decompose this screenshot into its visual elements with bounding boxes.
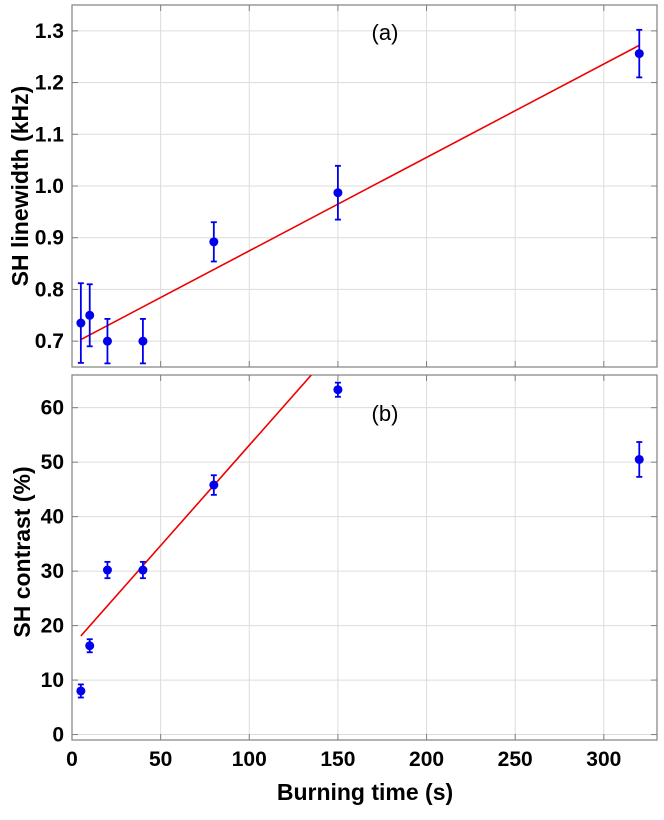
data-point-a xyxy=(85,310,95,320)
y-axis-title-a: SH linewidth (kHz) xyxy=(7,86,33,287)
y-tick-label-b: 0 xyxy=(52,724,64,747)
panel-label-a: (a) xyxy=(372,20,399,45)
data-point-a xyxy=(634,49,644,59)
x-tick-label: 300 xyxy=(586,748,621,771)
data-point-a xyxy=(76,318,86,328)
y-tick-label-a: 1.1 xyxy=(35,123,65,146)
data-point-a xyxy=(138,336,148,346)
y-axis-title-b: SH contrast (%) xyxy=(9,466,35,637)
x-tick-label: 50 xyxy=(149,748,172,771)
data-point-a xyxy=(333,188,343,198)
y-tick-label-b: 50 xyxy=(41,451,64,474)
y-tick-label-a: 0.9 xyxy=(35,227,64,250)
x-tick-label: 100 xyxy=(232,748,267,771)
y-tick-label-b: 10 xyxy=(41,669,64,692)
data-point-a xyxy=(209,237,219,247)
data-point-a xyxy=(102,336,112,346)
y-tick-label-a: 0.7 xyxy=(35,330,64,353)
x-axis-title: Burning time (s) xyxy=(277,779,453,805)
y-tick-label-a: 1.0 xyxy=(35,175,64,198)
y-tick-label-a: 1.3 xyxy=(35,20,64,43)
data-point-b xyxy=(333,385,343,395)
y-tick-label-b: 20 xyxy=(41,615,64,638)
data-point-b xyxy=(76,686,86,696)
data-point-b xyxy=(85,641,95,651)
x-tick-label: 150 xyxy=(320,748,355,771)
data-point-b xyxy=(138,565,148,575)
x-tick-label: 0 xyxy=(66,748,78,771)
y-tick-label-a: 0.8 xyxy=(35,278,65,301)
fit-line-a xyxy=(80,44,640,341)
plot-frame-b xyxy=(71,374,658,741)
x-tick-label: 200 xyxy=(409,748,444,771)
data-point-b xyxy=(209,480,219,490)
y-tick-label-b: 40 xyxy=(41,506,64,529)
y-tick-label-b: 60 xyxy=(41,397,64,420)
x-tick-label: 250 xyxy=(498,748,533,771)
fit-line-b xyxy=(80,375,312,637)
panel-label-b: (b) xyxy=(372,401,399,426)
y-tick-label-b: 30 xyxy=(41,560,64,583)
y-tick-label-a: 1.2 xyxy=(35,72,64,95)
data-point-b xyxy=(102,565,112,575)
data-point-b xyxy=(634,454,644,464)
